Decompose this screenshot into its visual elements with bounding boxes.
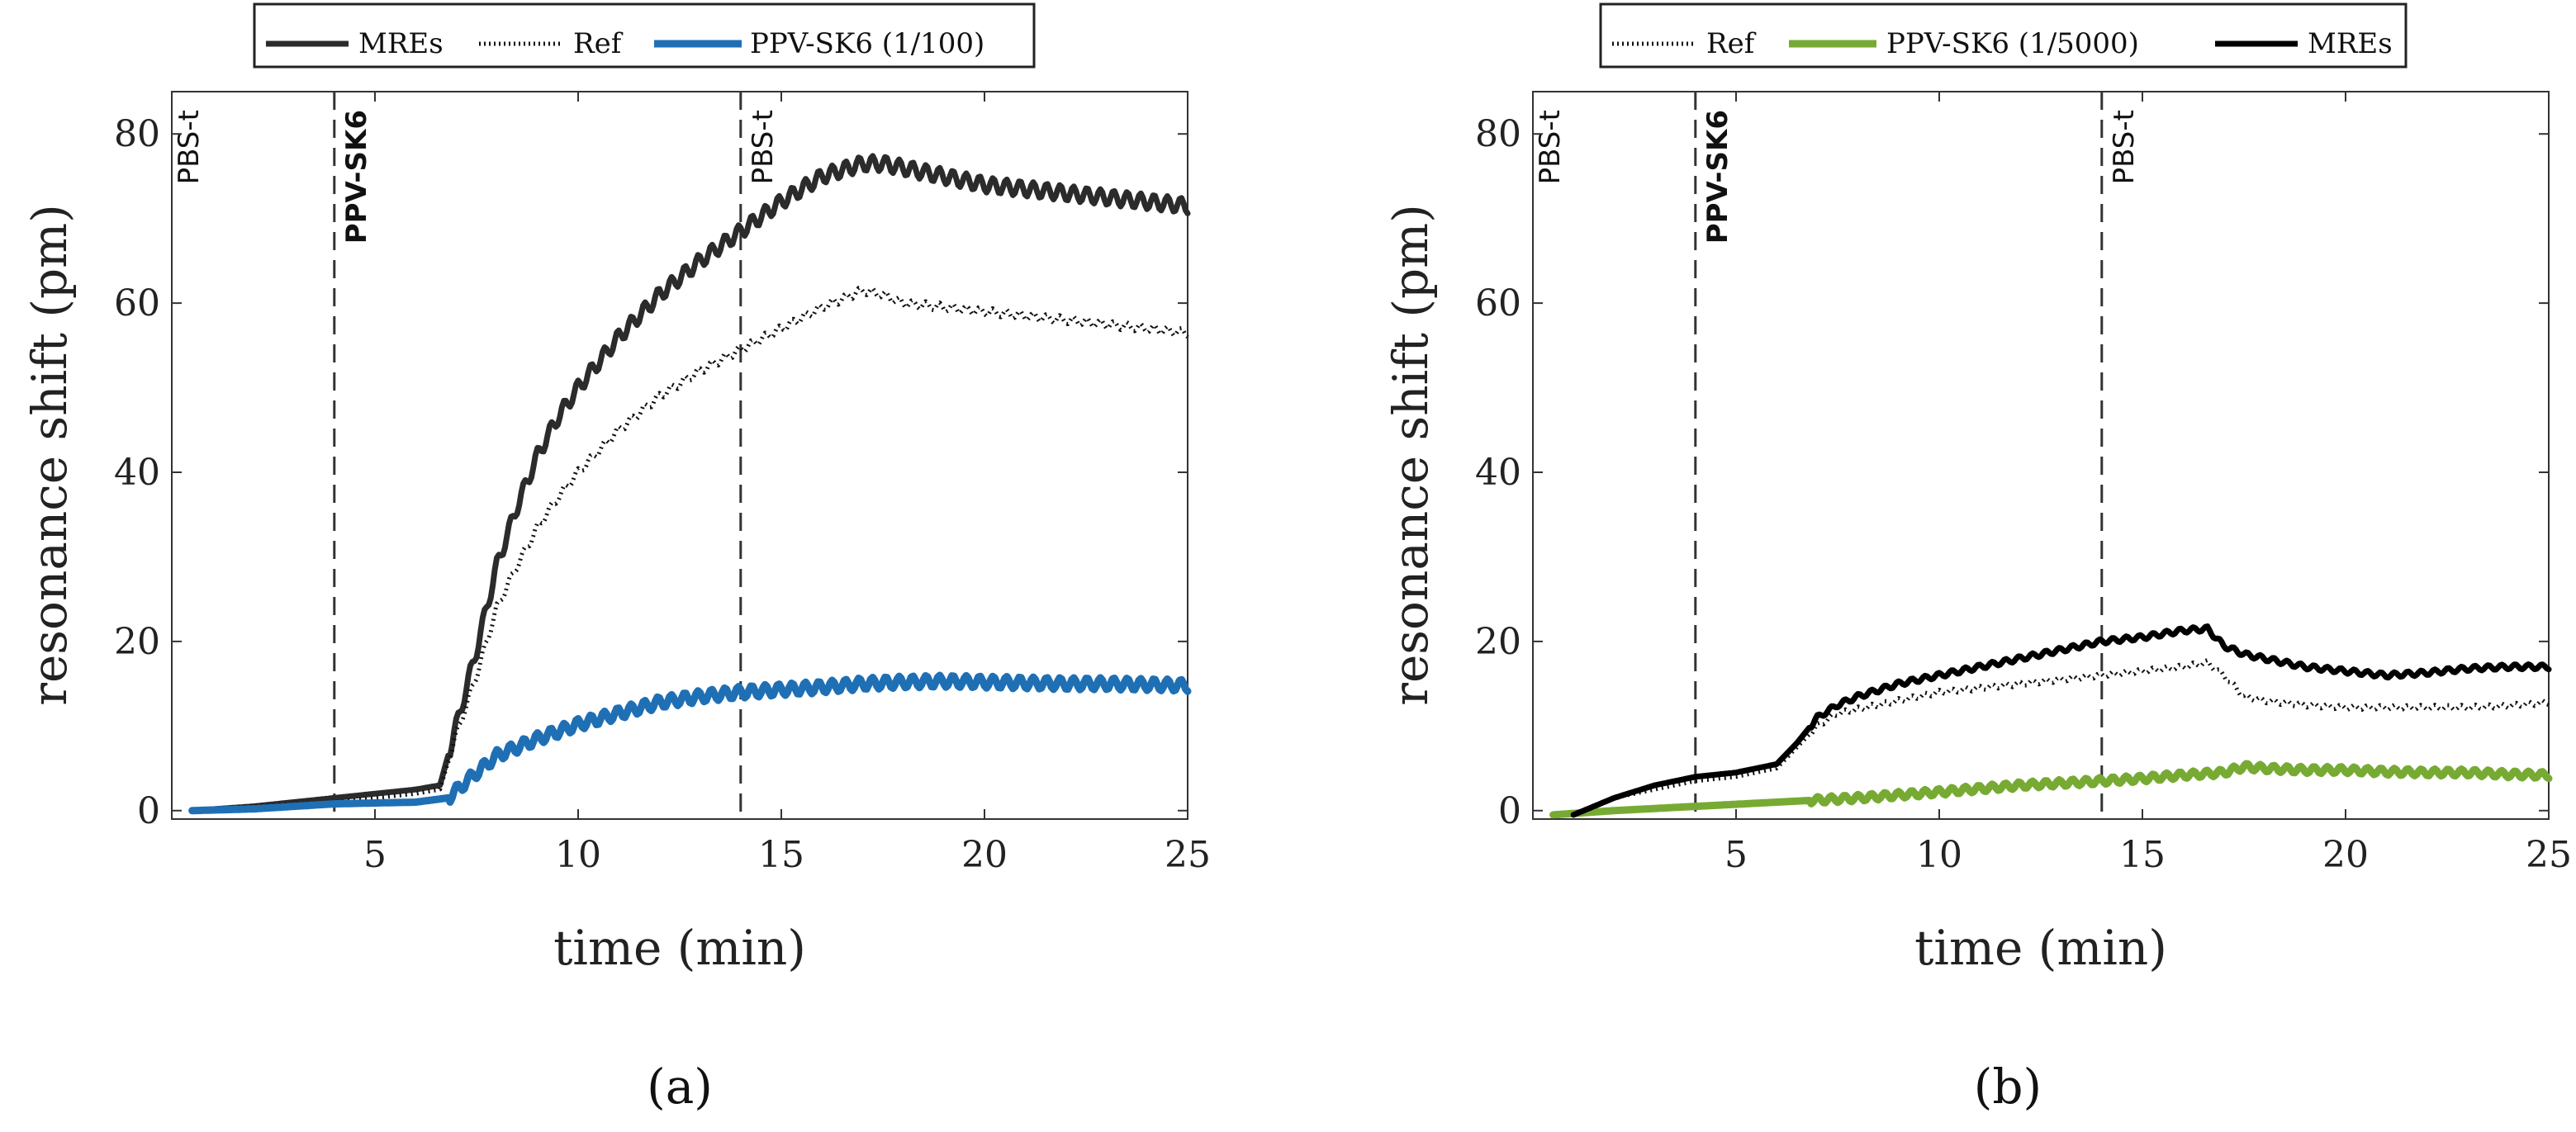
legend-label-a-0: MREs bbox=[358, 27, 444, 60]
y-tick-label-a-0: 0 bbox=[137, 790, 160, 832]
y-tick-label-b-3: 60 bbox=[1475, 282, 1521, 324]
y-tick-label-b-0: 0 bbox=[1498, 790, 1521, 832]
series-line-a-ppv-sk6-1-100- bbox=[188, 671, 1192, 815]
legend-a: MREs Ref PPV-SK6 (1/100) bbox=[266, 27, 984, 60]
y-axis-label-b: resonance shift (pm) bbox=[1383, 204, 1439, 706]
y-tick-label-b-1: 20 bbox=[1475, 621, 1521, 663]
y-tick-label-b-4: 80 bbox=[1475, 113, 1521, 155]
start-label-b: PBS-t bbox=[1534, 110, 1567, 184]
event-label-a-1: PBS-t bbox=[747, 110, 780, 184]
plot-area-b bbox=[1532, 91, 2550, 820]
series-line-b-mres bbox=[1570, 623, 2552, 818]
x-axis-label-b: time (min) bbox=[1914, 920, 2167, 976]
event-label-a-0: PPV-SK6 bbox=[340, 110, 373, 244]
x-tick-label-a-2: 15 bbox=[758, 834, 804, 876]
y-tick-label-a-3: 60 bbox=[114, 282, 160, 324]
x-tick-label-a-1: 10 bbox=[555, 834, 601, 876]
x-tick-label-b-1: 10 bbox=[1916, 834, 1962, 876]
caption-a: (a) bbox=[647, 1059, 713, 1115]
x-tick-label-a-0: 5 bbox=[363, 834, 387, 876]
x-tick-label-b-3: 20 bbox=[2322, 834, 2369, 876]
y-axis-label-a: resonance shift (pm) bbox=[21, 204, 78, 706]
y-tick-label-b-2: 40 bbox=[1475, 452, 1521, 494]
axes-b: 5 10 15 20 25 0 20 40 60 80 bbox=[1475, 92, 2572, 876]
axes-a: 5 10 15 20 25 0 20 40 60 80 bbox=[114, 92, 1211, 876]
series-line-b-ppv-sk6-1-5000- bbox=[1549, 760, 2553, 819]
legend-label-a-2: PPV-SK6 (1/100) bbox=[750, 27, 984, 60]
legend-b: Ref PPV-SK6 (1/5000) MREs bbox=[1612, 27, 2393, 60]
plot-area-a bbox=[171, 91, 1188, 820]
series-line-a-mres bbox=[189, 153, 1191, 814]
panel-b: Ref PPV-SK6 (1/5000) MREs PPV-SK6 PBS-t PB… bbox=[1383, 2, 2572, 1115]
legend-label-b-0: Ref bbox=[1706, 27, 1757, 60]
legend-box-a bbox=[253, 2, 1036, 69]
y-tick-label-a-4: 80 bbox=[114, 113, 160, 155]
x-tick-label-b-2: 15 bbox=[2119, 834, 2166, 876]
x-tick-label-a-4: 25 bbox=[1165, 834, 1211, 876]
series-line-b-ref bbox=[1573, 658, 2550, 817]
x-axis-label-a: time (min) bbox=[553, 920, 806, 976]
legend-box-b bbox=[1599, 2, 2408, 69]
y-tick-label-a-1: 20 bbox=[114, 621, 160, 663]
x-tick-label-a-3: 20 bbox=[961, 834, 1008, 876]
series-group-b: PPV-SK6 PBS-t PBS-t bbox=[1534, 92, 2553, 819]
series-line-a-ref bbox=[192, 286, 1189, 813]
start-label-a: PBS-t bbox=[173, 110, 206, 184]
x-tick-label-b-0: 5 bbox=[1724, 834, 1748, 876]
panel-a: MREs Ref PPV-SK6 (1/100) PPV-SK6 PBS-t PBS… bbox=[21, 2, 1211, 1115]
x-tick-label-b-4: 25 bbox=[2526, 834, 2572, 876]
y-tick-label-a-2: 40 bbox=[114, 452, 160, 494]
legend-label-b-1: PPV-SK6 (1/5000) bbox=[1886, 27, 2139, 60]
legend-label-a-1: Ref bbox=[573, 27, 624, 60]
event-label-b-1: PBS-t bbox=[2108, 110, 2141, 184]
caption-b: (b) bbox=[1974, 1059, 2042, 1115]
legend-label-b-2: MREs bbox=[2308, 27, 2393, 60]
series-group-a: PPV-SK6 PBS-t PBS-t bbox=[173, 92, 1192, 819]
event-label-b-0: PPV-SK6 bbox=[1701, 110, 1734, 244]
